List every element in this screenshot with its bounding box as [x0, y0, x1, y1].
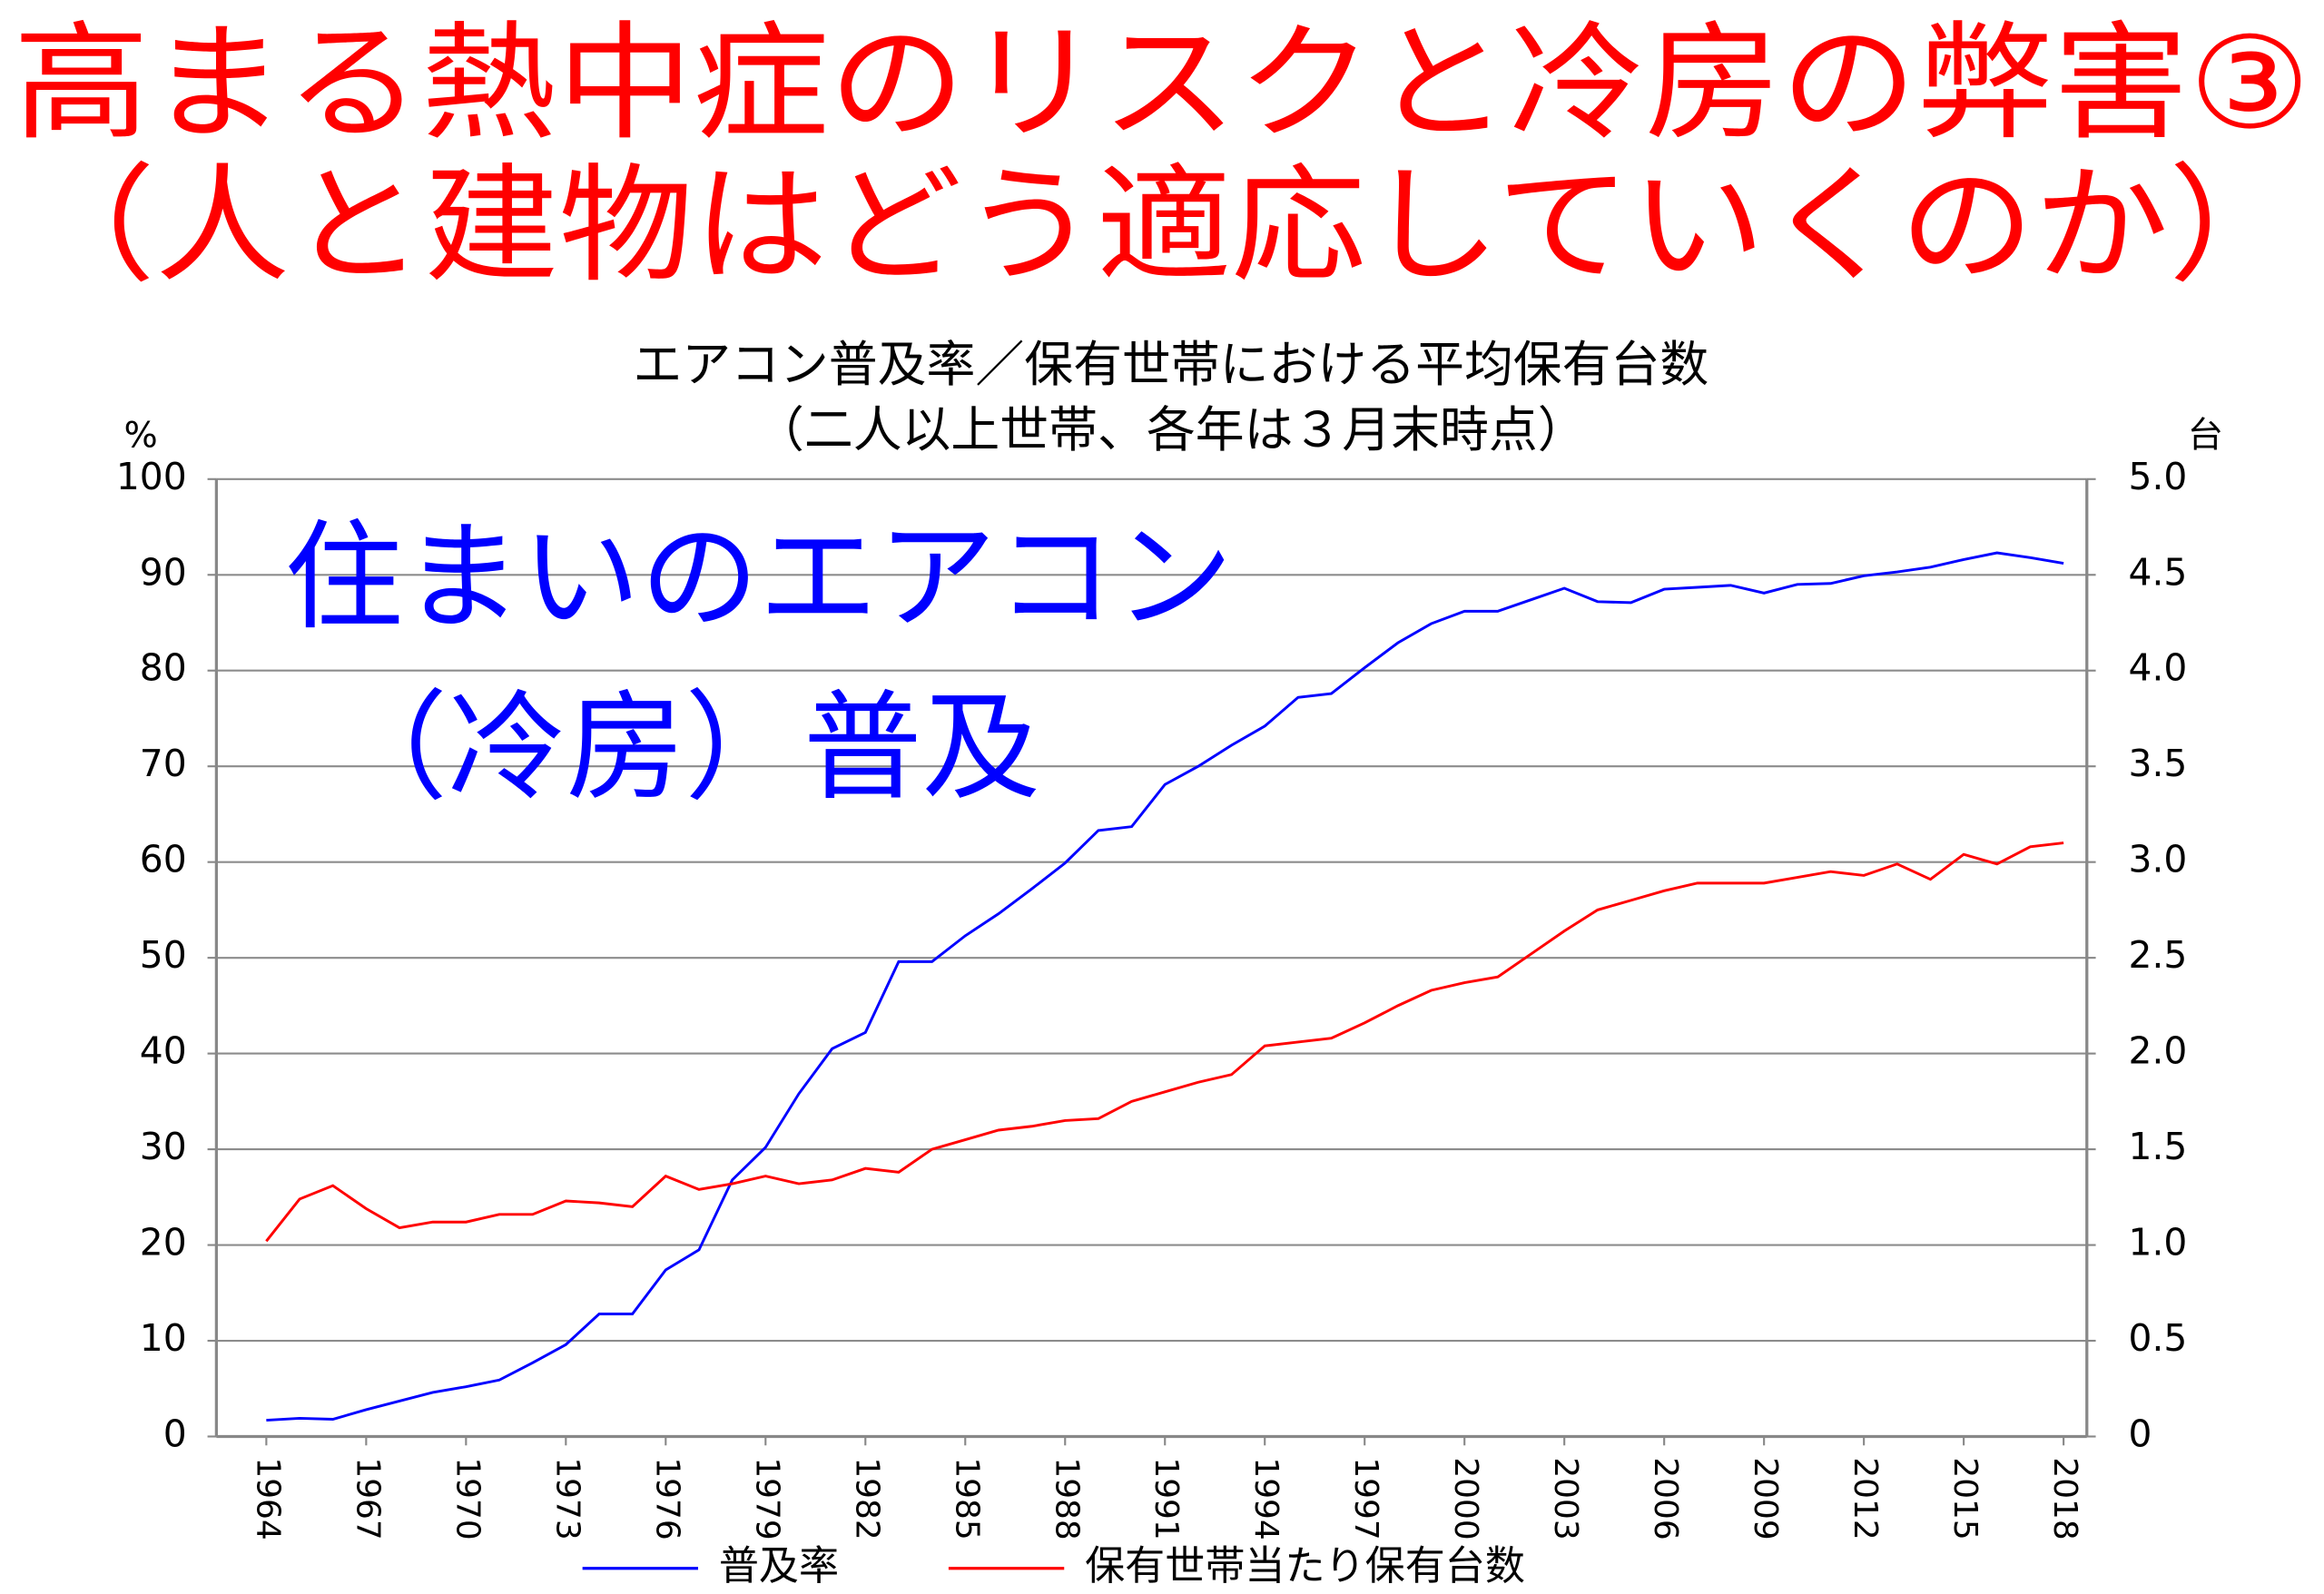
- y2-tick-label: 0.5: [2128, 1316, 2187, 1360]
- legend: 普及率 保有世帯当たり保有台数: [582, 1543, 1525, 1589]
- y2-tick-label: 2.5: [2128, 933, 2187, 977]
- x-tick-label: 1985: [948, 1457, 985, 1540]
- y-axis-label: %: [123, 416, 157, 457]
- plot-area: 0 10 20 30 40 50 60 70 80 90 100 0 0.5 1.0 1.5 2.0 2.5 3.…: [116, 455, 2188, 1540]
- y2-tick-label: 5.0: [2128, 455, 2187, 498]
- y2-tick-label: 4.0: [2128, 646, 2187, 690]
- y2-tick-label: 4.5: [2128, 550, 2187, 594]
- y-tick-label: 20: [140, 1221, 187, 1264]
- x-tick-label: 1973: [548, 1457, 586, 1540]
- x-tick-label: 1991: [1147, 1457, 1185, 1540]
- annotation: 住まいのエアコン: [284, 508, 1233, 646]
- y-tick-label: 0: [163, 1412, 187, 1455]
- y2-axis-label: 台: [2188, 416, 2223, 457]
- x-tick-label: 2012: [1846, 1457, 1884, 1540]
- y2-tick-label: 0: [2128, 1412, 2152, 1455]
- chart-subtitle: （二人以上世帯、各年は３月末時点）: [755, 401, 1587, 458]
- x-tick-label: 1988: [1048, 1457, 1085, 1540]
- series-line: [266, 551, 2064, 1422]
- main-title: 高まる熱中症のリスクと冷房の弊害③: [14, 10, 2311, 158]
- x-tick-label: 1964: [249, 1457, 286, 1540]
- x-tick-label: 1967: [349, 1457, 386, 1540]
- x-tick-label: 1997: [1347, 1457, 1384, 1540]
- x-tick-label: 1994: [1247, 1457, 1285, 1540]
- x-tick-label: 2003: [1547, 1457, 1584, 1540]
- y-tick-label: 70: [140, 742, 187, 785]
- y2-tick-label: 3.0: [2128, 838, 2187, 881]
- x-tick-label: 2009: [1747, 1457, 1784, 1540]
- y2-tick-label: 1.5: [2128, 1125, 2187, 1168]
- y2-tick-label: 3.5: [2128, 742, 2187, 785]
- x-tick-label: 1979: [748, 1457, 785, 1540]
- y-tick-label: 40: [140, 1029, 187, 1073]
- y-tick-label: 90: [140, 550, 187, 594]
- x-tick-label: 1976: [648, 1457, 685, 1540]
- annotation: （冷房）普及: [329, 679, 1040, 817]
- x-tick-label: 1970: [448, 1457, 486, 1540]
- x-tick-label: 2015: [1946, 1457, 1984, 1540]
- y2-tick-label: 1.0: [2128, 1221, 2187, 1264]
- main-title: （人と建物はどう適応していくのか）: [21, 153, 2303, 300]
- series-line: [265, 841, 2064, 1243]
- legend-label: 保有世帯当たり保有台数: [1085, 1543, 1525, 1589]
- legend-label: 普及率: [719, 1543, 839, 1589]
- y-tick-label: 50: [140, 933, 187, 977]
- x-tick-label: 1982: [848, 1457, 885, 1540]
- y2-tick-label: 2.0: [2128, 1029, 2187, 1073]
- x-tick-label: 2000: [1447, 1457, 1484, 1540]
- chart-title: エアコン普及率／保有世帯における平均保有台数: [633, 336, 1709, 393]
- x-tick-label: 2018: [2046, 1457, 2083, 1540]
- y-tick-label: 60: [140, 838, 187, 881]
- x-tick-label: 2006: [1647, 1457, 1684, 1540]
- y-tick-label: 10: [140, 1316, 187, 1360]
- y-tick-label: 80: [140, 646, 187, 690]
- y-tick-label: 100: [116, 455, 187, 498]
- y-tick-label: 30: [140, 1125, 187, 1168]
